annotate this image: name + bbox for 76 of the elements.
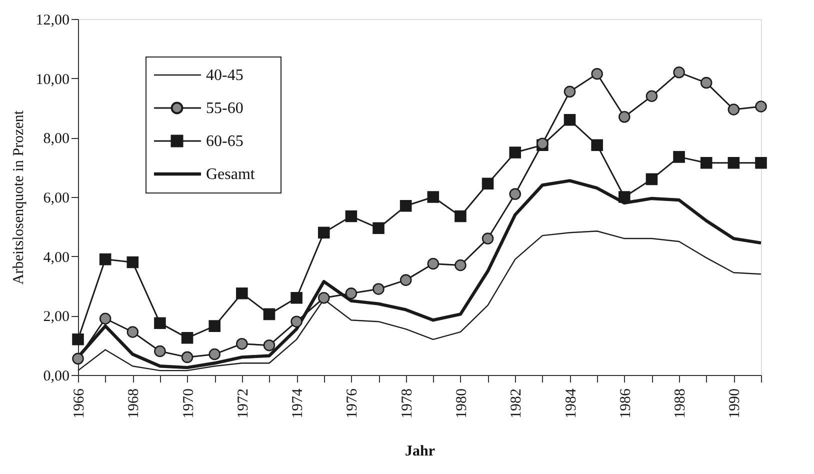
x-tick-label: 1984 (563, 388, 580, 418)
point (290, 292, 302, 304)
x-tick-label: 1974 (290, 388, 306, 418)
point (427, 191, 440, 203)
point (345, 210, 358, 222)
y-axis-title: Arbeitslosenquote in Prozent (10, 110, 27, 285)
legend-label: 40-45 (206, 67, 244, 84)
point (126, 256, 139, 268)
point (591, 139, 603, 151)
x-tick-label: 1968 (126, 388, 142, 418)
point (509, 146, 522, 158)
point (646, 90, 658, 102)
legend-label: Gesamt (206, 166, 256, 183)
x-tick-label: 1970 (180, 388, 197, 418)
y-tick-label: 0,00 (43, 368, 70, 384)
y-tick-label: 6,00 (43, 190, 70, 206)
point (263, 308, 276, 320)
x-tick-label: 1986 (618, 388, 634, 418)
x-tick-label: 1988 (672, 388, 689, 418)
x-tick-label: 1980 (454, 388, 470, 418)
point (673, 66, 685, 78)
point (208, 348, 220, 360)
y-tick-label: 10,00 (36, 72, 70, 88)
point (618, 191, 630, 203)
point (509, 188, 522, 200)
point (482, 178, 494, 190)
point (755, 100, 767, 112)
x-tick-label: 1982 (508, 388, 525, 418)
point (72, 352, 84, 365)
point (72, 334, 84, 346)
point (208, 320, 220, 332)
point (728, 104, 740, 116)
point (673, 151, 685, 163)
point (181, 332, 194, 344)
point (372, 222, 384, 234)
point (755, 156, 767, 169)
point (236, 338, 248, 350)
legend-label: 55-60 (206, 100, 244, 117)
point (236, 288, 248, 300)
point (99, 253, 112, 266)
point (154, 345, 166, 358)
x-tick-label: 1966 (72, 388, 88, 418)
point (400, 274, 412, 286)
legend-label: 60-65 (206, 133, 244, 150)
x-tick-label: 1990 (727, 388, 744, 418)
point (290, 316, 302, 328)
point (618, 111, 630, 123)
point (99, 312, 112, 325)
y-tick-label: 2,00 (43, 309, 70, 326)
point (126, 326, 139, 338)
point (345, 288, 358, 300)
point (263, 339, 276, 352)
point (318, 226, 330, 238)
x-tick-label: 1972 (235, 388, 252, 418)
point (591, 68, 603, 80)
point (454, 210, 466, 222)
point (372, 283, 384, 295)
point (564, 86, 576, 98)
point (482, 232, 494, 244)
y-tick-label: 4,00 (43, 250, 70, 266)
x-tick-label: 1978 (399, 388, 416, 418)
point (181, 351, 194, 364)
x-axis-title: Jahr (405, 444, 436, 460)
point (454, 259, 466, 272)
y-tick-label: 12,00 (36, 12, 70, 28)
point (427, 258, 440, 270)
point (646, 173, 658, 186)
point (400, 200, 412, 212)
point (318, 292, 330, 304)
point (700, 156, 712, 169)
point (154, 317, 166, 329)
point (564, 114, 576, 126)
point (728, 156, 740, 169)
point (700, 76, 712, 89)
x-tick-label: 1976 (344, 388, 361, 418)
y-tick-label: 8,00 (43, 131, 70, 148)
